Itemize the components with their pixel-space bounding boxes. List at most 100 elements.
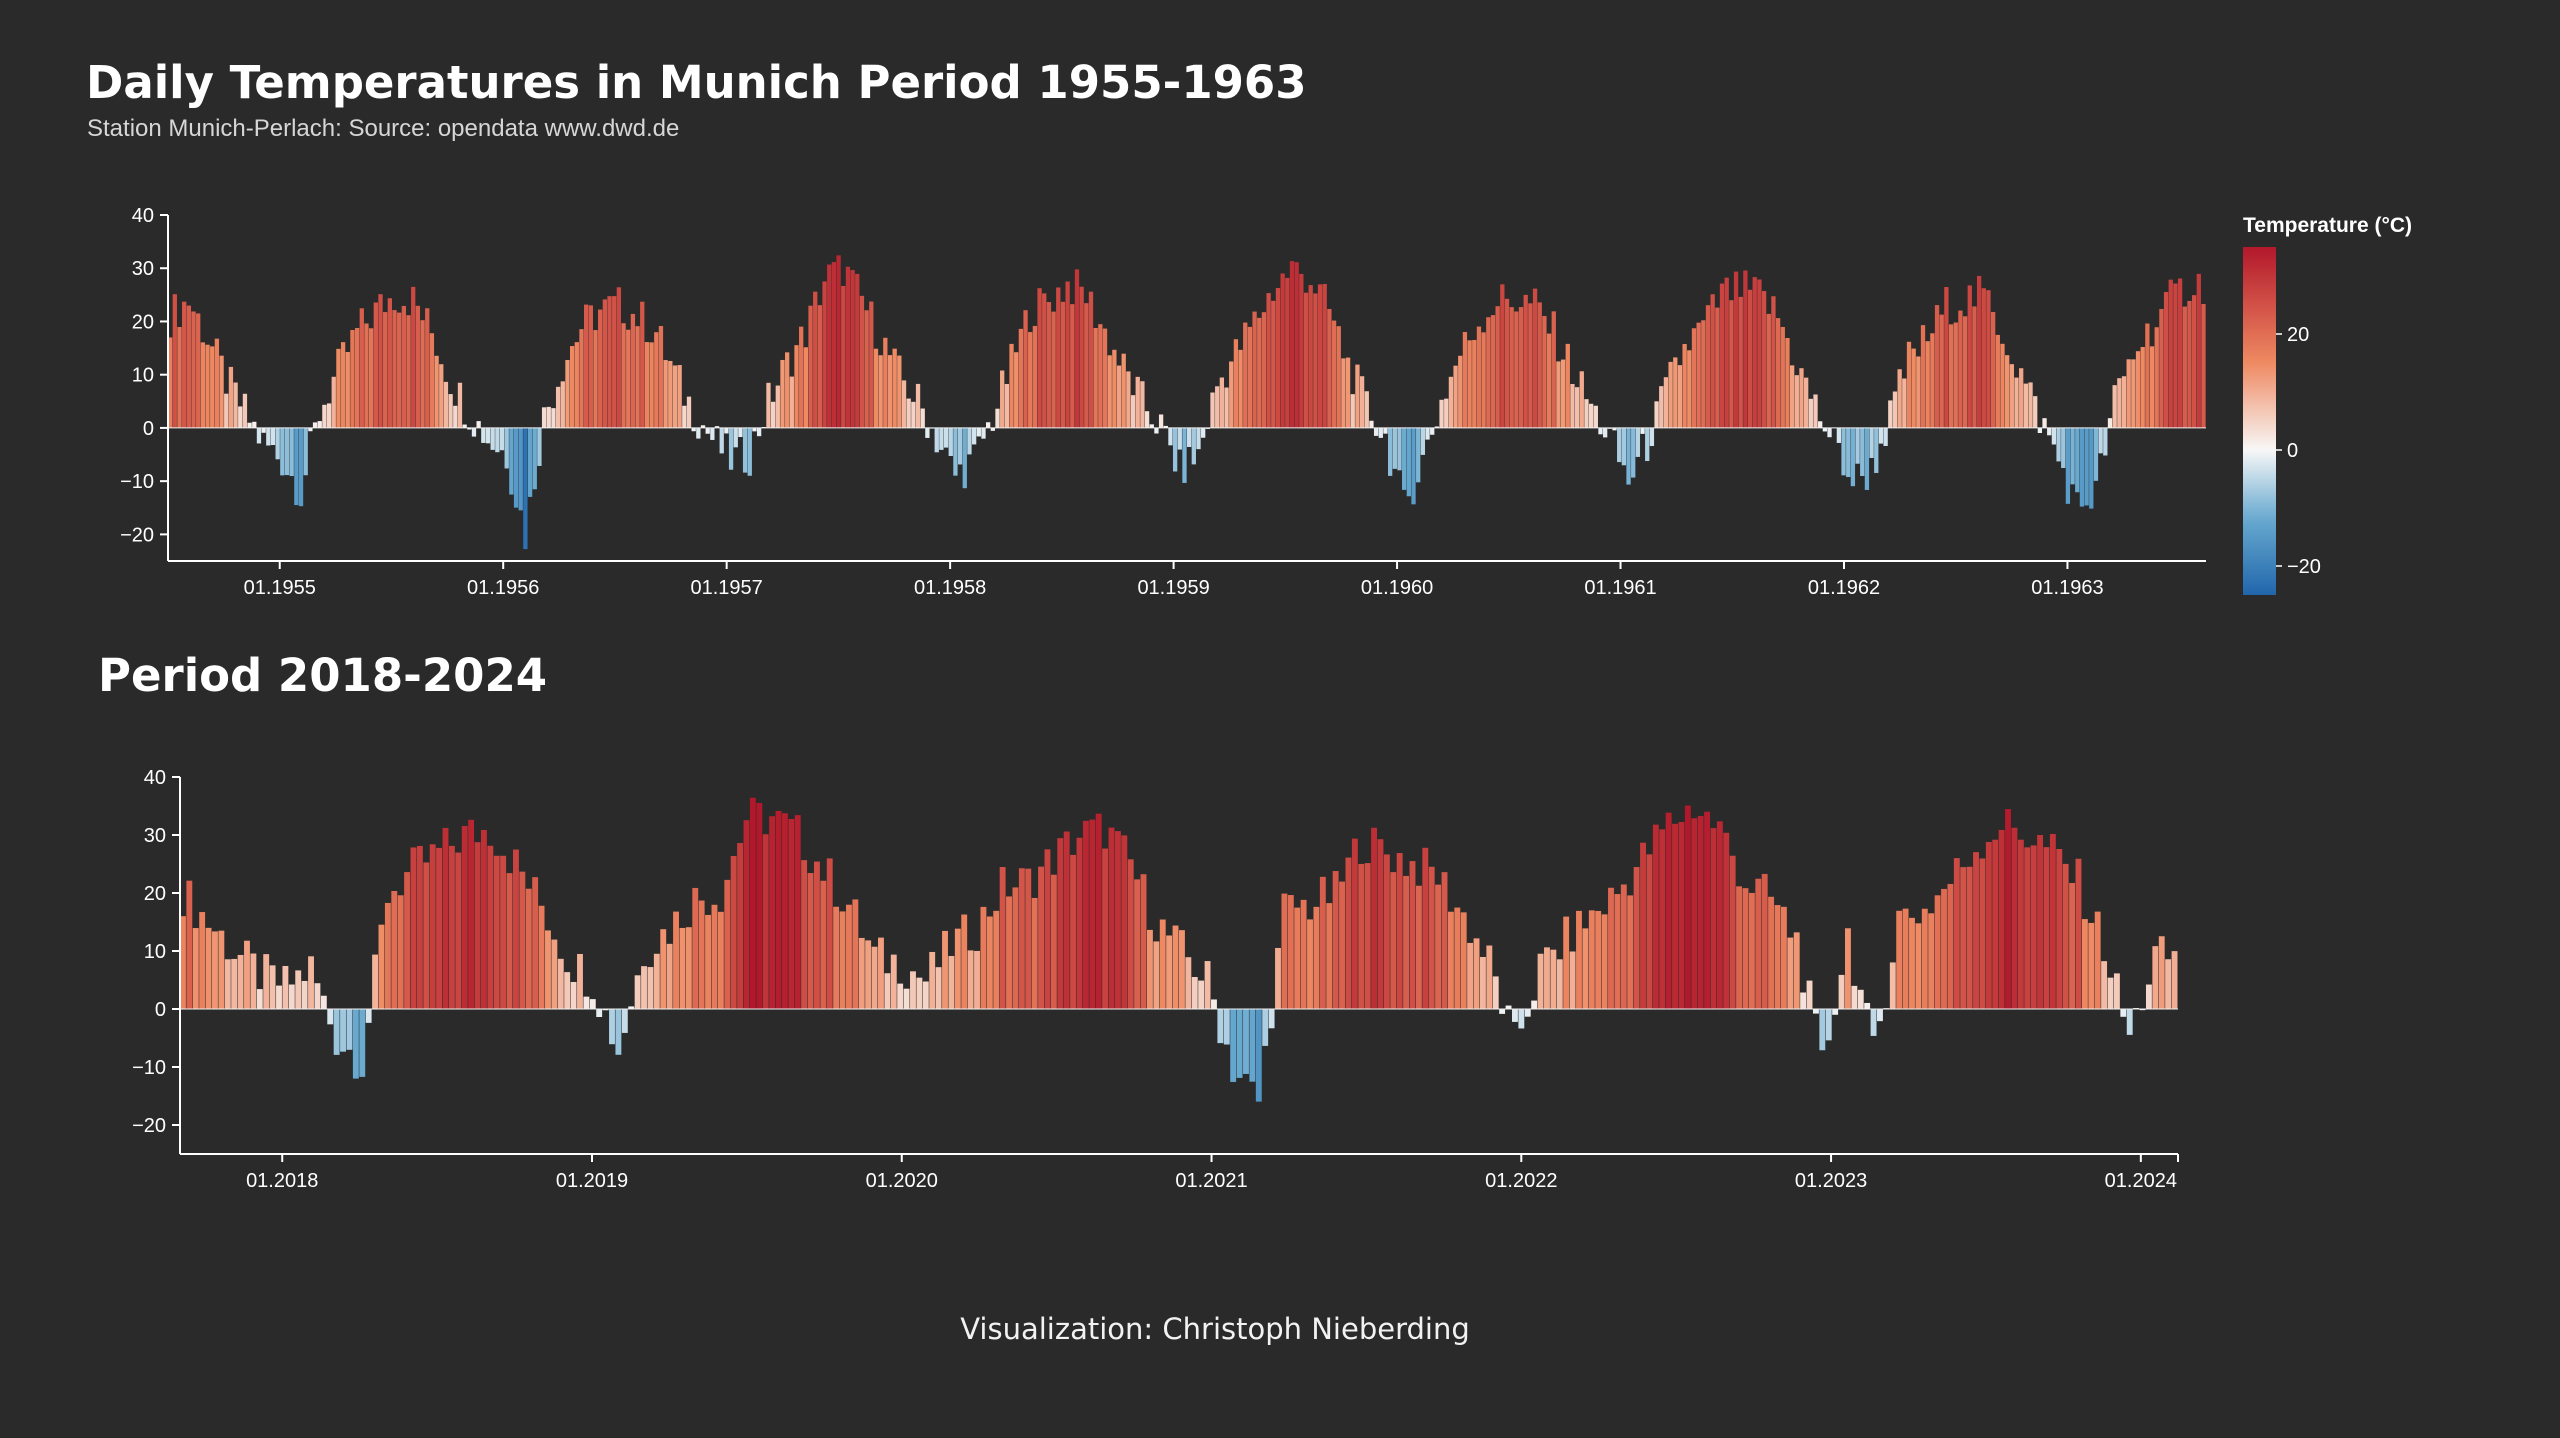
temperature-bar (1102, 328, 1108, 428)
temperature-bar (467, 427, 472, 430)
temperature-bar (1962, 316, 1968, 428)
temperature-bar (434, 355, 439, 428)
temperature-bar (1766, 313, 1771, 428)
temperature-bar (1906, 341, 1912, 428)
temperature-bar (1012, 887, 1019, 1009)
temperature-bar (1163, 425, 1168, 428)
temperature-bar (890, 954, 897, 1009)
temperature-bar (1673, 357, 1678, 428)
temperature-bar (615, 1009, 622, 1055)
temperature-bar (621, 1009, 628, 1033)
temperature-bar (1402, 427, 1407, 490)
temperature-bar (986, 422, 991, 428)
y-tick-label: −10 (132, 1057, 166, 1079)
temperature-bar (2191, 295, 2197, 428)
temperature-bar (1598, 427, 1603, 435)
temperature-bar (2121, 376, 2127, 428)
legend-title: Temperature (°C) (2243, 214, 2412, 237)
temperature-bar (1710, 294, 1715, 428)
temperature-bar (1390, 872, 1397, 1009)
temperature-bar (519, 871, 526, 1009)
temperature-bar (1004, 383, 1009, 428)
temperature-bar (1565, 343, 1570, 428)
temperature-bar (781, 813, 788, 1009)
temperature-bar (1025, 868, 1032, 1009)
temperature-bar (929, 951, 936, 1009)
temperature-bar (808, 305, 813, 428)
temperature-bar (906, 398, 911, 428)
temperature-bar (1973, 852, 1979, 1009)
temperature-bar (710, 427, 715, 440)
temperature-bar (1659, 386, 1664, 428)
temperature-bar (1574, 387, 1580, 428)
temperature-bar (1236, 1009, 1243, 1078)
temperature-bar (468, 819, 475, 1009)
temperature-bar (1308, 285, 1313, 428)
temperature-bar (392, 310, 397, 428)
temperature-bar (1808, 398, 1813, 428)
temperature-bar (295, 970, 302, 1009)
y-tick-label: 20 (144, 883, 166, 905)
temperature-bar (1710, 828, 1717, 1009)
temperature-bar (609, 1009, 615, 1045)
temperature-bar (481, 427, 486, 443)
y-tick-label: −10 (120, 471, 154, 493)
temperature-bar (1331, 320, 1337, 428)
temperature-bar (1930, 333, 1935, 428)
temperature-bar (730, 856, 737, 1009)
legend-color-bar (2243, 247, 2276, 595)
temperature-bar (1396, 853, 1403, 1009)
temperature-bar (1210, 392, 1215, 428)
temperature-bar (1014, 352, 1019, 428)
y-tick-label: 10 (144, 941, 166, 963)
temperature-bar (200, 342, 206, 428)
temperature-bar (1359, 376, 1365, 428)
temperature-bar (168, 337, 173, 428)
temperature-bar (1166, 935, 1173, 1009)
temperature-bar (621, 323, 626, 428)
temperature-bar (785, 352, 790, 428)
temperature-bar (425, 308, 430, 428)
temperature-bar (1958, 310, 1963, 428)
temperature-bar (1326, 903, 1333, 1009)
temperature-bar (612, 296, 617, 428)
temperature-bar (1095, 813, 1102, 1009)
temperature-bar (1018, 328, 1024, 428)
temperature-bar (2196, 273, 2201, 428)
temperature-bar (557, 958, 564, 1009)
temperature-bar (1134, 879, 1141, 1009)
temperature-bar (1479, 956, 1486, 1009)
temperature-bar (1761, 873, 1768, 1009)
temperature-bar (2075, 858, 2082, 1009)
temperature-bar (1204, 961, 1211, 1009)
legend-tick-label: 20 (2287, 324, 2309, 346)
chart-2018-2024: 40 30 20 10 0 −10 −20 01.2018 01.2019 01.2020 01.2… (132, 767, 2179, 1192)
temperature-bar (1528, 303, 1533, 428)
temperature-bar (1838, 974, 1845, 1009)
temperature-bar (1420, 427, 1426, 455)
temperature-bar (733, 427, 738, 448)
temperature-bar (2165, 959, 2172, 1009)
temperature-bar (1439, 399, 1444, 428)
temperature-bar (1588, 403, 1594, 428)
temperature-bar (2037, 835, 2044, 1009)
temperature-bar (871, 946, 878, 1009)
temperature-bar (1371, 827, 1378, 1009)
temperature-bar (1229, 361, 1234, 428)
temperature-bar (1168, 427, 1173, 446)
temperature-bar (1752, 277, 1757, 428)
temperature-bar (336, 348, 341, 428)
temperature-bar (1883, 427, 1888, 446)
temperature-bar (1822, 427, 1828, 432)
temperature-bar (649, 342, 654, 428)
temperature-bar (1281, 893, 1288, 1009)
temperature-bar (588, 305, 593, 428)
temperature-bar (1742, 888, 1749, 1009)
temperature-bar (1322, 284, 1327, 428)
temperature-bar (865, 940, 872, 1009)
temperature-bar (525, 888, 532, 1009)
temperature-bar (653, 953, 660, 1009)
temperature-bar (2107, 977, 2114, 1009)
temperature-bar (1787, 937, 1794, 1009)
temperature-bar (2089, 427, 2094, 509)
